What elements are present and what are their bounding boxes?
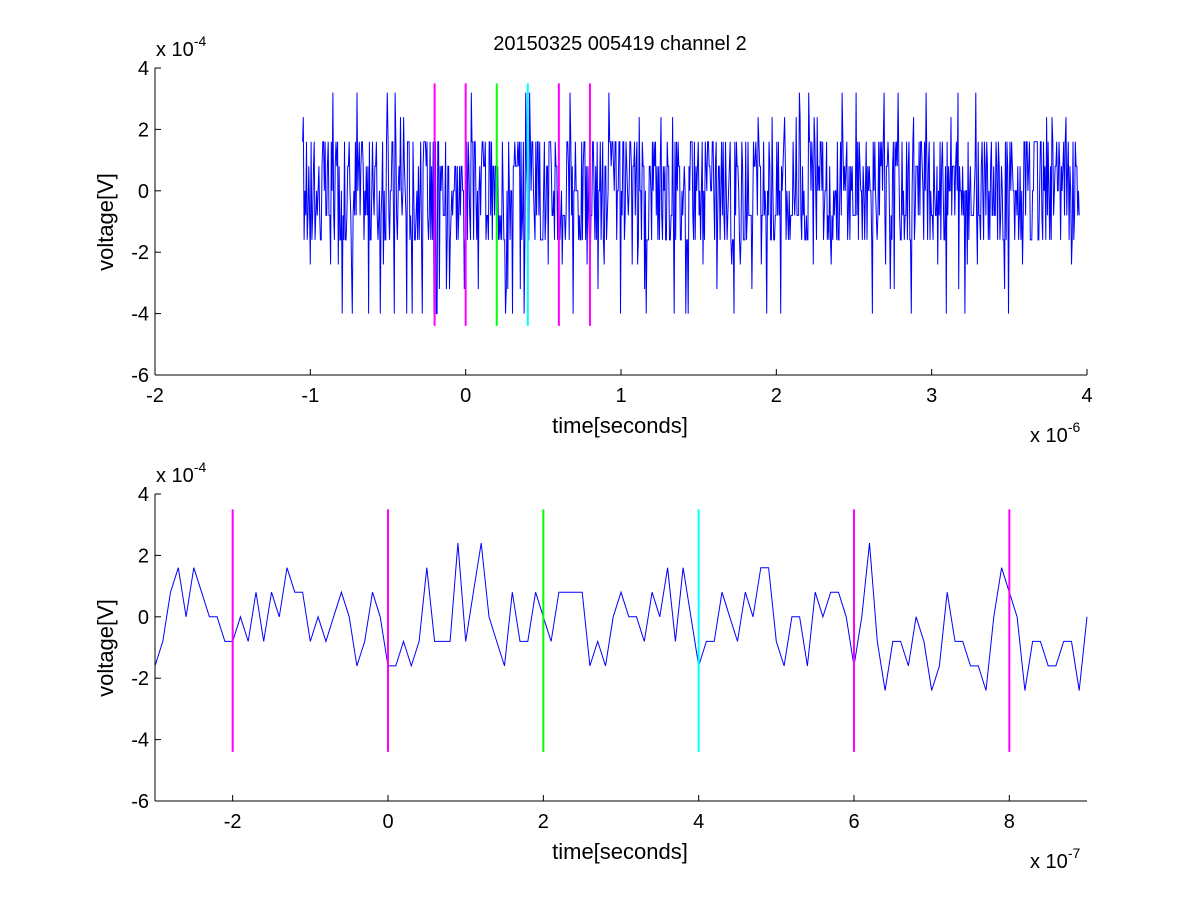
y-exponent-base: x 10 [156, 465, 194, 487]
x-tick-label: 0 [382, 811, 393, 833]
x-exponent-label: x 10-6 [1030, 419, 1080, 447]
x-exponent-power: -6 [1068, 419, 1081, 435]
x-tick-label: 4 [693, 811, 704, 833]
y-tick-label: 4 [138, 58, 149, 80]
x-tick-label: 8 [1004, 811, 1015, 833]
y-exponent-label: x 10-4 [156, 459, 206, 487]
x-axis-label: time[seconds] [552, 839, 688, 864]
y-tick-label: -6 [131, 791, 149, 813]
y-exponent-power: -4 [194, 33, 207, 49]
x-tick-label: -2 [224, 811, 242, 833]
x-tick-label: 3 [926, 385, 937, 407]
y-exponent-power: -4 [194, 459, 207, 475]
y-axis-label: voltage[V] [93, 173, 118, 271]
y-tick-label: -4 [131, 730, 149, 752]
signal-trace [302, 92, 1080, 315]
signal-trace [154, 543, 1088, 691]
svg-text:x 10-4: x 10-4 [156, 33, 206, 61]
event-markers [433, 83, 591, 326]
x-exponent-base: x 10 [1030, 425, 1068, 447]
chart-panel-bottom: -2 0 2 4 6 8 -6 -4 -2 0 2 4 time[seconds] voltage[… [93, 459, 1088, 873]
y-tick-label: 0 [138, 607, 149, 629]
signal-line [302, 92, 1080, 315]
signal-line [154, 543, 1088, 691]
y-axis-ticks: -6 -4 -2 0 2 4 [131, 484, 161, 813]
x-axis-label: time[seconds] [552, 413, 688, 438]
x-tick-label: 1 [615, 385, 626, 407]
x-tick-label: 2 [538, 811, 549, 833]
y-exponent-base: x 10 [156, 39, 194, 61]
chart-panel-top: -2 -1 0 1 2 3 4 -6 -4 -2 0 2 4 time[seconds] voltag… [93, 33, 1093, 447]
y-axis-ticks: -6 -4 -2 0 2 4 [131, 58, 161, 387]
x-tick-label: 0 [460, 385, 471, 407]
y-axis-label: voltage[V] [93, 599, 118, 697]
y-tick-label: 0 [138, 181, 149, 203]
figure-title: 20150325 005419 channel 2 [493, 33, 747, 55]
x-axis-ticks: -2 0 2 4 6 8 [224, 795, 1015, 833]
y-tick-label: -4 [131, 304, 149, 326]
x-tick-label: -1 [301, 385, 319, 407]
x-exponent-label: x 10-7 [1030, 845, 1080, 873]
x-exponent-power: -7 [1068, 845, 1081, 861]
event-markers [231, 509, 1011, 752]
x-exponent-base: x 10 [1030, 851, 1068, 873]
svg-text:x 10-6: x 10-6 [1030, 419, 1080, 447]
x-tick-label: 6 [848, 811, 859, 833]
y-tick-label: 4 [138, 484, 149, 506]
x-tick-label: 4 [1081, 385, 1092, 407]
svg-text:x 10-4: x 10-4 [156, 459, 206, 487]
x-tick-label: 2 [771, 385, 782, 407]
y-tick-label: -2 [131, 242, 149, 264]
y-tick-label: 2 [138, 545, 149, 567]
x-tick-label: -2 [146, 385, 164, 407]
y-tick-label: -2 [131, 668, 149, 690]
svg-text:x 10-7: x 10-7 [1030, 845, 1080, 873]
y-tick-label: 2 [138, 119, 149, 141]
y-tick-label: -6 [131, 365, 149, 387]
x-axis-ticks: -2 -1 0 1 2 3 4 [146, 369, 1093, 407]
y-exponent-label: x 10-4 [156, 33, 206, 61]
